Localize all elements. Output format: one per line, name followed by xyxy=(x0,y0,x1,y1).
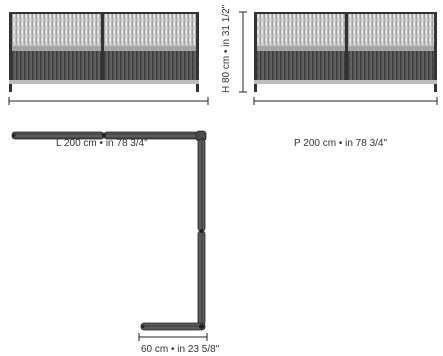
module-dimension-line xyxy=(138,333,208,341)
length-dimension-line xyxy=(8,97,209,105)
front-view xyxy=(9,12,199,92)
plan-segment-vertical-top xyxy=(197,138,206,232)
length-label: L 200 cm • in 78 3/4" xyxy=(56,138,148,149)
height-label: H 80 cm • in 31 1/2" xyxy=(221,4,232,93)
plan-view xyxy=(11,130,207,331)
depth-label: P 200 cm • in 78 3/4" xyxy=(294,138,388,149)
front-top-rail xyxy=(9,12,199,14)
side-foot-rail xyxy=(254,80,437,84)
plan-joint-3 xyxy=(199,324,204,329)
plan-joint-1 xyxy=(102,133,106,138)
side-frame-left xyxy=(254,12,257,92)
side-top-rail xyxy=(254,12,437,14)
side-frame-center xyxy=(345,12,348,83)
plan-segment-vertical-bottom xyxy=(197,230,206,326)
side-view xyxy=(254,12,437,92)
front-foot-rail xyxy=(9,80,199,84)
module-label: 60 cm • in 23 5/8" xyxy=(141,344,220,355)
front-frame-center xyxy=(101,12,104,83)
front-frame-left xyxy=(9,12,12,92)
plan-segment-return xyxy=(140,322,206,331)
height-dimension-line xyxy=(239,11,247,93)
plan-end-cap-left xyxy=(12,134,16,137)
plan-joint-2 xyxy=(199,229,204,233)
front-frame-right xyxy=(196,12,199,92)
plan-end-cap-bottom xyxy=(141,325,145,328)
depth-dimension-line xyxy=(253,97,438,105)
side-frame-right xyxy=(434,12,437,92)
